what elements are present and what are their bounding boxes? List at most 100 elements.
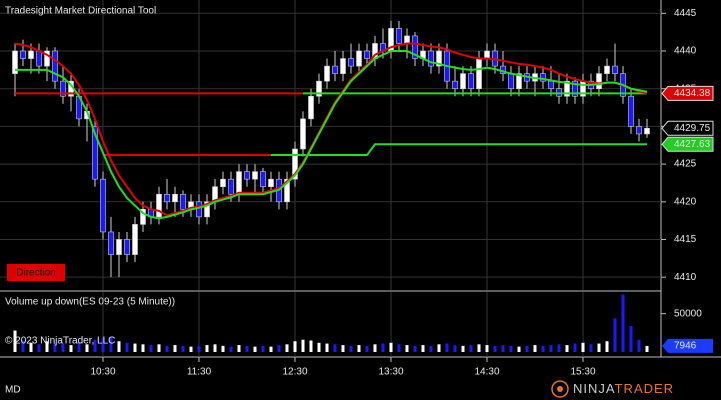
logo-left: NINJA bbox=[573, 381, 615, 396]
volume-bar bbox=[205, 345, 209, 352]
volume-bar bbox=[149, 345, 153, 352]
price-tag bbox=[661, 120, 714, 136]
volume-tick-label: 50000 bbox=[674, 308, 702, 319]
logo: NINJATRADER bbox=[573, 381, 674, 396]
indicator-line bbox=[15, 50, 648, 220]
volume-tag bbox=[662, 338, 713, 353]
candle-body bbox=[156, 193, 162, 218]
direction-label: Direction bbox=[16, 268, 55, 279]
price-tag bbox=[661, 85, 714, 101]
volume-bar bbox=[309, 340, 313, 352]
volume-bar bbox=[557, 344, 561, 352]
candle-body bbox=[428, 50, 434, 67]
overlay: 4434.38 4429.75 4427.63 7946 bbox=[14, 42, 714, 353]
candle-body bbox=[268, 178, 274, 188]
volume-bar bbox=[165, 345, 169, 352]
volume-bar bbox=[77, 342, 81, 352]
volume-bar bbox=[213, 344, 217, 352]
candle-body bbox=[628, 95, 634, 127]
candle-body bbox=[60, 80, 66, 97]
volume-bar bbox=[101, 338, 105, 352]
volume-bar bbox=[365, 345, 369, 352]
volume-bar bbox=[381, 343, 385, 352]
candle-body bbox=[244, 171, 250, 180]
volume-bar bbox=[613, 318, 617, 352]
volume-bar bbox=[621, 294, 625, 352]
candle-body bbox=[52, 50, 58, 82]
volume-bar bbox=[317, 342, 321, 352]
volume-bar bbox=[605, 341, 609, 352]
footer-label: MD bbox=[5, 385, 21, 396]
price-tag-label: 4427.63 bbox=[674, 139, 711, 150]
volume-bar bbox=[53, 342, 57, 352]
volume-bar bbox=[509, 345, 513, 352]
logo-right: TRADER bbox=[615, 381, 674, 396]
candle-body bbox=[220, 178, 226, 188]
volume-bar bbox=[293, 341, 297, 352]
volume-bar bbox=[13, 330, 17, 352]
candle-body bbox=[180, 193, 186, 210]
candle-body bbox=[644, 127, 650, 135]
candle-body bbox=[348, 58, 354, 67]
candle-body bbox=[140, 209, 146, 225]
candle-body bbox=[484, 50, 490, 59]
volume-bar bbox=[581, 342, 585, 352]
candle-body bbox=[284, 178, 290, 203]
volume-bar bbox=[125, 342, 129, 352]
candle-body bbox=[540, 73, 546, 82]
candle-body bbox=[260, 171, 266, 188]
volume-bar bbox=[45, 341, 49, 352]
volume-bar bbox=[133, 343, 137, 352]
volume-bar bbox=[21, 340, 25, 352]
volume-bar bbox=[525, 345, 529, 352]
volume-bar bbox=[173, 345, 177, 352]
candle-body bbox=[236, 171, 242, 195]
volume-bar bbox=[589, 344, 593, 352]
candle-body bbox=[340, 58, 346, 74]
volume-bar bbox=[221, 345, 225, 352]
y-tick-label: 4410 bbox=[674, 272, 697, 283]
volume-bar bbox=[597, 343, 601, 352]
volume-bar bbox=[341, 345, 345, 352]
candle-body bbox=[636, 126, 642, 135]
candle-body bbox=[548, 80, 554, 90]
volume-bar bbox=[117, 341, 121, 352]
volume-bar bbox=[533, 345, 537, 352]
logo-icon bbox=[551, 380, 569, 398]
volume-bar bbox=[325, 343, 329, 352]
price-tag-label: 4434.38 bbox=[674, 88, 711, 99]
candle-body bbox=[308, 95, 314, 120]
volume-bar bbox=[85, 344, 89, 352]
volume-bar bbox=[445, 343, 449, 352]
volume-bar bbox=[565, 345, 569, 352]
x-tick-label: 12:30 bbox=[282, 367, 307, 378]
candle-body bbox=[452, 80, 458, 90]
volume-bar bbox=[261, 345, 265, 352]
price-tag bbox=[661, 136, 714, 152]
candle-body bbox=[364, 50, 370, 59]
candle-body bbox=[252, 171, 258, 180]
volume-bar bbox=[429, 345, 433, 352]
candle-body bbox=[396, 28, 402, 44]
volume-bar bbox=[69, 345, 73, 352]
volume-bar bbox=[389, 342, 393, 352]
copyright: © 2023 NinjaTrader, LLC bbox=[5, 336, 115, 347]
volume-bar bbox=[229, 346, 233, 352]
volume-bar bbox=[541, 345, 545, 352]
candle-body bbox=[28, 50, 34, 59]
candle-body bbox=[412, 35, 418, 59]
candle-body bbox=[196, 201, 202, 218]
volume-bar bbox=[245, 345, 249, 352]
volume-bar bbox=[61, 343, 65, 352]
candle-body bbox=[324, 65, 330, 82]
candle-body bbox=[316, 80, 322, 97]
candle-body bbox=[460, 73, 466, 90]
volume-bar bbox=[421, 345, 425, 352]
volume-bar bbox=[157, 344, 161, 352]
y-tick-label: 4415 bbox=[674, 234, 697, 245]
volume-bar bbox=[109, 336, 113, 352]
volume-bar bbox=[189, 346, 193, 352]
direction-box bbox=[7, 264, 65, 281]
volume-bar bbox=[197, 345, 201, 352]
